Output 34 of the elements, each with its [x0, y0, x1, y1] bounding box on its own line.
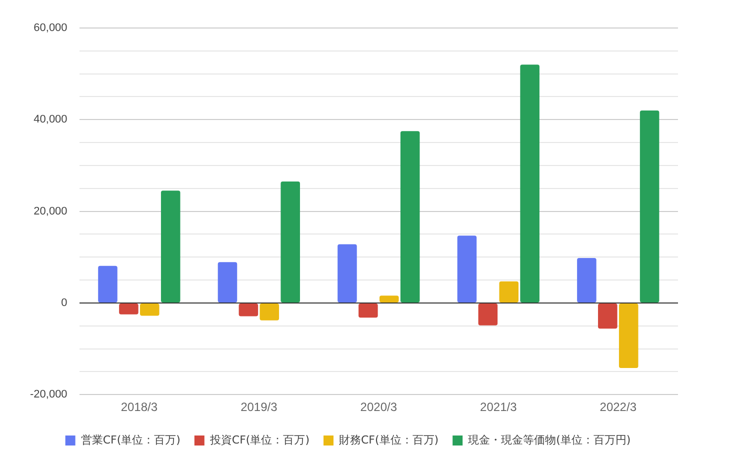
x-tick-label: 2018/3 — [120, 400, 158, 414]
legend-label: 現金・現金等価物(単位：百万円) — [468, 433, 631, 446]
bar — [520, 64, 540, 302]
bar — [598, 303, 618, 329]
y-tick-label: 0 — [61, 296, 68, 309]
bar — [338, 244, 357, 302]
x-tick-label: 2021/3 — [480, 400, 518, 414]
bar — [618, 303, 638, 368]
bar — [457, 236, 477, 302]
x-tick-label: 2020/3 — [360, 400, 398, 414]
bar — [499, 281, 519, 302]
bar — [280, 182, 300, 302]
bar — [140, 303, 160, 316]
x-tick-label: 2022/3 — [600, 400, 637, 414]
bar — [160, 190, 180, 302]
y-tick-label: 60,000 — [34, 22, 68, 34]
bar — [577, 258, 596, 302]
bar — [98, 266, 118, 302]
x-tick-label: 2019/3 — [240, 400, 278, 414]
y-tick-label: -20,000 — [30, 388, 68, 401]
bar — [238, 303, 258, 316]
bar — [260, 303, 280, 320]
legend-label: 投資CF(単位：百万) — [208, 433, 310, 446]
bar — [119, 303, 138, 314]
bar — [400, 131, 420, 302]
bar — [218, 262, 238, 302]
bar — [358, 303, 378, 318]
legend-label: 財務CF(単位：百万) — [339, 433, 439, 446]
legend-label: 営業CF(単位：百万) — [80, 433, 180, 446]
bar — [640, 110, 660, 302]
bar — [478, 303, 498, 326]
y-tick-label: 40,000 — [34, 114, 68, 126]
bar — [379, 296, 399, 302]
y-tick-label: 20,000 — [34, 205, 68, 218]
